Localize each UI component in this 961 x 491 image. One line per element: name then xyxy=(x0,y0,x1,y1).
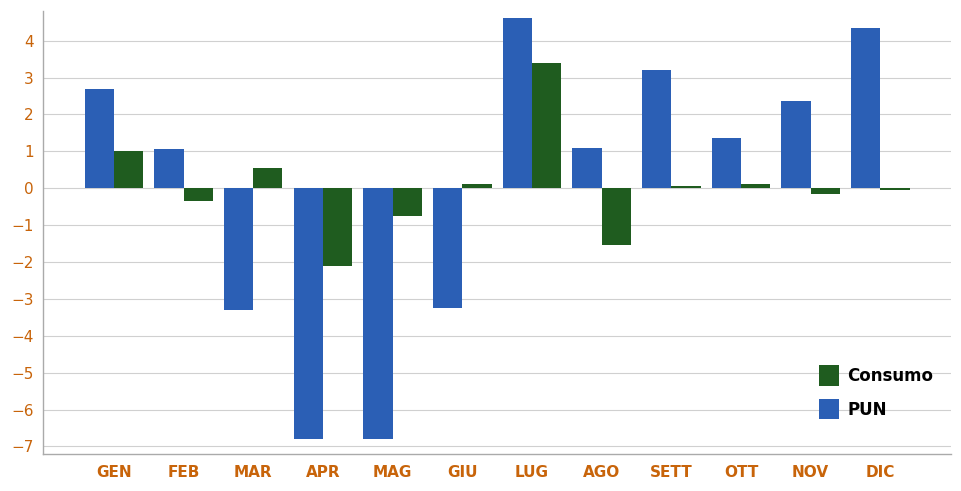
Bar xyxy=(850,27,879,188)
Bar xyxy=(184,188,212,201)
Bar xyxy=(224,188,253,310)
Bar xyxy=(113,151,143,188)
Bar xyxy=(462,185,491,188)
Bar xyxy=(740,185,770,188)
Bar xyxy=(503,19,531,188)
Bar xyxy=(323,188,352,266)
Bar xyxy=(531,63,560,188)
Bar xyxy=(253,168,283,188)
Bar xyxy=(711,138,740,188)
Bar xyxy=(392,188,422,216)
Bar xyxy=(780,102,810,188)
Bar xyxy=(671,186,700,188)
Bar xyxy=(879,188,909,190)
Bar xyxy=(641,70,671,188)
Legend: Consumo, PUN: Consumo, PUN xyxy=(810,357,941,428)
Bar xyxy=(85,88,113,188)
Bar xyxy=(572,148,601,188)
Bar xyxy=(293,188,323,439)
Bar xyxy=(154,149,184,188)
Bar xyxy=(601,188,630,246)
Bar xyxy=(363,188,392,439)
Bar xyxy=(810,188,839,194)
Bar xyxy=(432,188,462,308)
